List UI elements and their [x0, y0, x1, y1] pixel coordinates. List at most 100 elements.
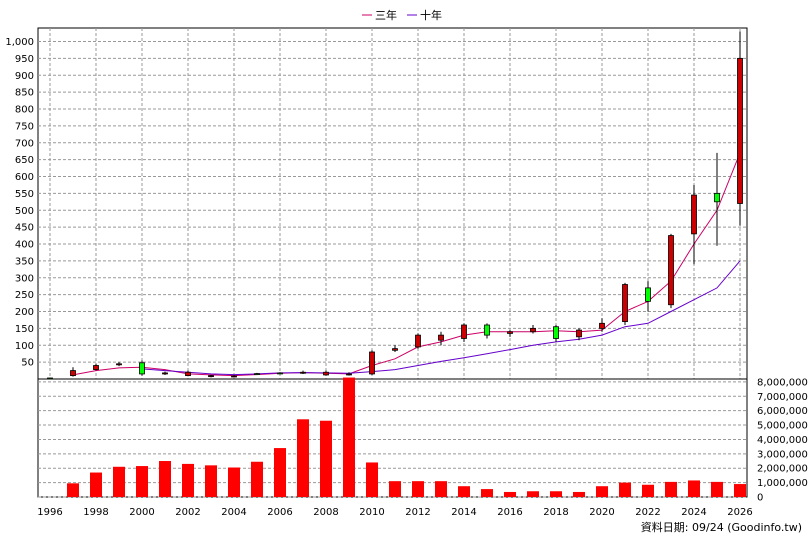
volume-tick-label: 6,000,000 [757, 406, 808, 417]
volume-tick-label: 4,000,000 [757, 435, 808, 446]
x-tick-label: 2000 [129, 507, 154, 518]
volume-panel: 0 1,000,000 2,000,000 3,000,000 4,000,000 5,0… [37, 377, 808, 504]
price-panel-frame [37, 27, 748, 380]
candle-body [599, 322, 605, 329]
volume-bar [619, 482, 631, 497]
price-tick-label: 600 [15, 172, 34, 183]
price-tick-label: 150 [15, 324, 34, 335]
price-tick-label: 900 [15, 71, 34, 82]
volume-axis-ticks: 0 1,000,000 2,000,000 3,000,000 4,000,000 5,0… [757, 377, 808, 503]
volume-bar [734, 484, 746, 497]
candle-body [691, 194, 697, 235]
volume-bar [90, 472, 102, 497]
volume-bar [688, 480, 700, 497]
volume-bars [67, 377, 746, 497]
candle-body [645, 287, 651, 302]
legend: 三年 十年 [362, 8, 442, 22]
price-tick-label: 50 [21, 358, 34, 369]
volume-bar [458, 486, 470, 497]
candle-body [346, 373, 352, 376]
price-tick-label: 450 [15, 223, 34, 234]
candle-body [162, 372, 168, 375]
candle-body [507, 331, 513, 334]
volume-bar [527, 491, 539, 497]
volume-bar [113, 466, 125, 497]
x-tick-label: 2018 [543, 507, 568, 518]
price-tick-label: 550 [15, 189, 34, 200]
volume-bar [642, 484, 654, 497]
price-axis-ticks: 50 100 150 200 250 300 350 400 450 500 550 600 650 70… [5, 37, 34, 369]
x-tick-label: 2026 [727, 507, 752, 518]
volume-bar [435, 481, 447, 497]
price-tick-label: 400 [15, 240, 34, 251]
candle-body [93, 365, 99, 370]
candlesticks [47, 31, 743, 380]
price-tick-label: 1,000 [5, 37, 34, 48]
legend-label-10yr: 十年 [420, 8, 442, 22]
x-tick-label: 2010 [359, 507, 384, 518]
volume-bar [389, 481, 401, 497]
volume-bar [274, 448, 286, 497]
volume-tick-label: 1,000,000 [757, 478, 808, 489]
candle-body [323, 371, 329, 376]
volume-tick-label: 7,000,000 [757, 392, 808, 403]
price-tick-label: 300 [15, 273, 34, 284]
legend-label-3yr: 三年 [375, 8, 397, 22]
candle-body [714, 192, 720, 203]
volume-bar [596, 486, 608, 497]
candle-body [369, 351, 375, 375]
volume-bar [182, 463, 194, 497]
candle-body [576, 329, 582, 338]
candle-body [277, 372, 283, 375]
price-tick-label: 750 [15, 121, 34, 132]
volume-bar [228, 467, 240, 497]
candle-body [484, 324, 490, 336]
candle-body [254, 373, 260, 376]
candle-body [116, 363, 122, 366]
price-tick-label: 650 [15, 155, 34, 166]
volume-bar [251, 461, 263, 497]
price-tick-label: 350 [15, 256, 34, 267]
x-tick-label: 2014 [451, 507, 476, 518]
moving-average-lines [72, 152, 741, 377]
price-tick-label: 800 [15, 105, 34, 116]
volume-panel-frame [37, 378, 748, 498]
volume-bar [573, 491, 585, 497]
x-tick-label: 2012 [405, 507, 430, 518]
volume-tick-label: 3,000,000 [757, 449, 808, 460]
x-tick-label: 2002 [175, 507, 200, 518]
volume-bar [366, 462, 378, 497]
candle-body [231, 375, 237, 378]
price-tick-label: 200 [15, 307, 34, 318]
x-tick-label: 2024 [681, 507, 706, 518]
candle-body [300, 371, 306, 374]
volume-bar [550, 491, 562, 497]
x-tick-label: 2006 [267, 507, 292, 518]
candle-body [70, 370, 76, 377]
x-tick-label: 2020 [589, 507, 614, 518]
x-tick-label: 2022 [635, 507, 660, 518]
price-tick-label: 950 [15, 54, 34, 65]
volume-tick-label: 8,000,000 [757, 377, 808, 388]
volume-bar [320, 420, 332, 497]
x-tick-label: 2008 [313, 507, 338, 518]
volume-bar [665, 481, 677, 497]
price-tick-label: 250 [15, 290, 34, 301]
candle-body [139, 362, 145, 375]
price-tick-label: 100 [15, 341, 34, 352]
volume-bar [412, 481, 424, 497]
volume-bar [297, 419, 309, 497]
volume-bar [504, 491, 516, 497]
volume-bar [481, 489, 493, 497]
volume-tick-label: 0 [757, 493, 763, 504]
x-axis-ticks: 1996 1998 2000 2002 2004 2006 2008 2010 2012 2014… [37, 507, 752, 518]
candle-body [668, 235, 674, 306]
volume-bar [136, 466, 148, 497]
volume-bar [711, 481, 723, 497]
candle-body [185, 371, 191, 377]
x-tick-label: 1996 [37, 507, 62, 518]
candle-body [438, 334, 444, 341]
x-tick-label: 2004 [221, 507, 246, 518]
candle-body [461, 324, 467, 339]
